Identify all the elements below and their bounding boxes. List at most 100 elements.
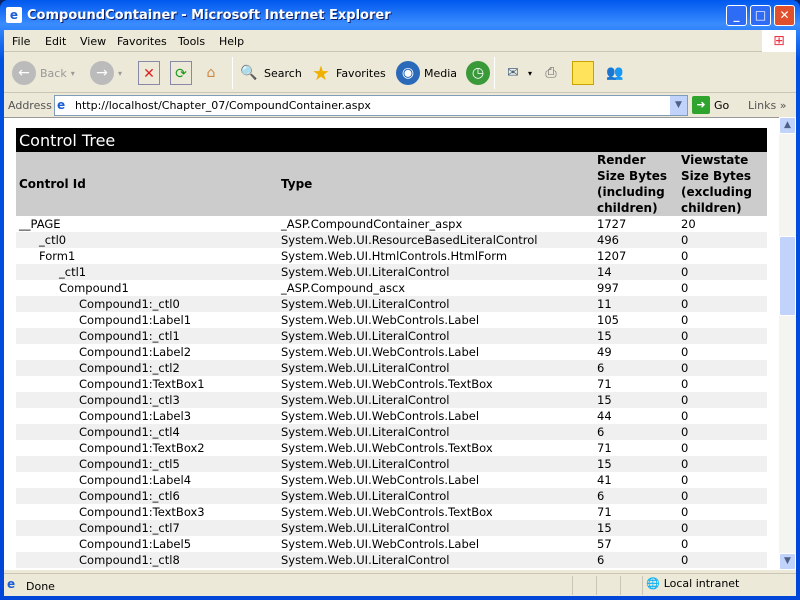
maximize-button[interactable]: □ <box>750 5 771 26</box>
cell-control-id: Compound1:_ctl4 <box>16 424 278 440</box>
links-button[interactable]: Links » <box>748 99 787 112</box>
cell-viewstate-size: 0 <box>681 249 689 263</box>
cell-control-id: Compound1:Label1 <box>79 313 192 327</box>
cell-viewstate-size: 0 <box>678 456 767 472</box>
title-bar: e CompoundContainer - Microsoft Internet… <box>0 0 800 30</box>
minimize-button[interactable]: _ <box>726 5 747 26</box>
table-row: Compound1:_ctl2 System.Web.UI.LiteralCont… <box>16 360 767 376</box>
scroll-thumb[interactable] <box>779 236 796 316</box>
table-row: Compound1:Label3 System.Web.UI.WebControl… <box>16 408 767 424</box>
table-row: Compound1:Label4 System.Web.UI.WebControl… <box>16 472 767 488</box>
refresh-button[interactable]: ⟳ <box>170 59 192 87</box>
cell-viewstate-size: 0 <box>678 360 767 376</box>
header-control-id: Control Id <box>16 152 278 216</box>
table-row: _ctl0 System.Web.UI.ResourceBasedLiteralC… <box>16 232 767 248</box>
cell-viewstate-size: 0 <box>681 473 689 487</box>
cell-render-size: 105 <box>597 313 619 327</box>
address-input[interactable]: e http://localhost/Chapter_07/CompoundCo… <box>54 95 688 116</box>
table-row: Compound1:Label2 System.Web.UI.WebControl… <box>16 344 767 360</box>
print-button[interactable]: ⎙ <box>540 59 562 87</box>
scroll-up-button[interactable]: ▲ <box>779 117 796 134</box>
search-button[interactable]: 🔍 Search <box>238 59 302 87</box>
cell-viewstate-size: 0 <box>678 552 767 568</box>
mail-button[interactable]: ✉ ▾ <box>502 59 532 87</box>
table-row: Compound1:TextBox1 System.Web.UI.WebContr… <box>16 376 767 392</box>
header-viewstate-size: Viewstate Size Bytes (excluding children… <box>678 152 767 216</box>
cell-render-size: 6 <box>594 360 678 376</box>
menu-tools[interactable]: Tools <box>178 35 206 48</box>
menu-view[interactable]: View <box>80 35 107 48</box>
media-button[interactable]: ◉ Media <box>396 59 457 87</box>
edit-button[interactable] <box>572 59 594 87</box>
forward-button[interactable]: → ▾ <box>90 59 122 87</box>
cell-control-id: Compound1:TextBox1 <box>79 377 205 391</box>
cell-viewstate-size: 0 <box>678 520 767 536</box>
cell-viewstate-size: 0 <box>678 296 767 312</box>
menu-favorites[interactable]: Favorites <box>117 35 167 48</box>
table-row: Compound1:_ctl5 System.Web.UI.LiteralCont… <box>16 456 767 472</box>
cell-control-id: Compound1:_ctl8 <box>16 552 278 568</box>
cell-viewstate-size: 0 <box>681 441 689 455</box>
table-row: Compound1 _ASP.Compound_ascx 997 0 <box>16 280 767 296</box>
note-icon <box>572 61 594 85</box>
stop-button[interactable]: ✕ <box>138 59 160 87</box>
intranet-globe-icon: 🌐 <box>646 577 660 590</box>
cell-render-size: 997 <box>597 281 619 295</box>
scroll-down-button[interactable]: ▼ <box>779 553 796 570</box>
cell-type: System.Web.UI.LiteralControl <box>278 488 594 504</box>
messenger-button[interactable]: 👥 <box>604 59 626 87</box>
cell-type: System.Web.UI.LiteralControl <box>278 552 594 568</box>
table-row: Compound1:Label5 System.Web.UI.WebControl… <box>16 536 767 552</box>
go-arrow-icon: ➜ <box>692 96 710 114</box>
cell-type: System.Web.UI.WebControls.Label <box>281 409 480 423</box>
cell-control-id: Compound1:_ctl1 <box>16 328 278 344</box>
vertical-scrollbar[interactable]: ▲ ▼ <box>779 117 796 570</box>
cell-viewstate-size: 0 <box>681 409 689 423</box>
table-row: Compound1:_ctl7 System.Web.UI.LiteralCont… <box>16 520 767 536</box>
menu-file[interactable]: File <box>12 35 31 48</box>
cell-type: System.Web.UI.LiteralControl <box>278 456 594 472</box>
cell-render-size: 11 <box>594 296 678 312</box>
cell-viewstate-size: 0 <box>681 281 689 295</box>
mail-icon: ✉ <box>507 65 519 81</box>
back-button[interactable]: ← Back ▾ <box>12 59 75 87</box>
cell-render-size: 49 <box>597 345 612 359</box>
divider <box>642 576 643 595</box>
address-url: http://localhost/Chapter_07/CompoundCont… <box>75 99 371 112</box>
cell-viewstate-size: 0 <box>678 488 767 504</box>
favorites-button[interactable]: ★ Favorites <box>310 59 386 87</box>
history-button[interactable]: ◷ <box>466 59 490 87</box>
cell-render-size: 71 <box>597 441 612 455</box>
cell-control-id: Compound1:TextBox2 <box>79 441 205 455</box>
address-dropdown[interactable]: ▼ <box>670 96 687 115</box>
messenger-icon: 👥 <box>606 65 624 81</box>
go-button[interactable]: ➜ Go <box>692 96 729 114</box>
cell-type: System.Web.UI.LiteralControl <box>278 520 594 536</box>
cell-render-size: 14 <box>594 264 678 280</box>
cell-control-id: Form1 <box>39 249 76 263</box>
cell-render-size: 6 <box>594 424 678 440</box>
cell-control-id: Compound1 <box>59 281 129 295</box>
menu-edit[interactable]: Edit <box>45 35 67 48</box>
address-label: Address <box>8 99 52 112</box>
cell-render-size: 6 <box>594 552 678 568</box>
forward-arrow-icon: → <box>90 61 114 85</box>
table-row: Compound1:_ctl0 System.Web.UI.LiteralCont… <box>16 296 767 312</box>
cell-viewstate-size: 20 <box>681 217 696 231</box>
home-button[interactable]: ⌂ <box>200 59 222 87</box>
cell-control-id: _ctl0 <box>16 232 278 248</box>
cell-render-size: 71 <box>597 377 612 391</box>
cell-type: System.Web.UI.LiteralControl <box>278 424 594 440</box>
divider <box>596 576 597 595</box>
cell-viewstate-size: 0 <box>678 392 767 408</box>
page-content: Control Tree Control Id Type Render Size… <box>4 117 779 570</box>
cell-control-id: Compound1:_ctl6 <box>16 488 278 504</box>
cell-type: System.Web.UI.LiteralControl <box>278 360 594 376</box>
cell-type: System.Web.UI.LiteralControl <box>278 328 594 344</box>
close-button[interactable]: ✕ <box>774 5 795 26</box>
menu-bar: File Edit View Favorites Tools Help ⊞ <box>4 30 796 52</box>
cell-viewstate-size: 0 <box>678 264 767 280</box>
menu-help[interactable]: Help <box>219 35 245 48</box>
table-row: Compound1:TextBox3 System.Web.UI.WebContr… <box>16 504 767 520</box>
cell-control-id: Compound1:Label4 <box>79 473 192 487</box>
